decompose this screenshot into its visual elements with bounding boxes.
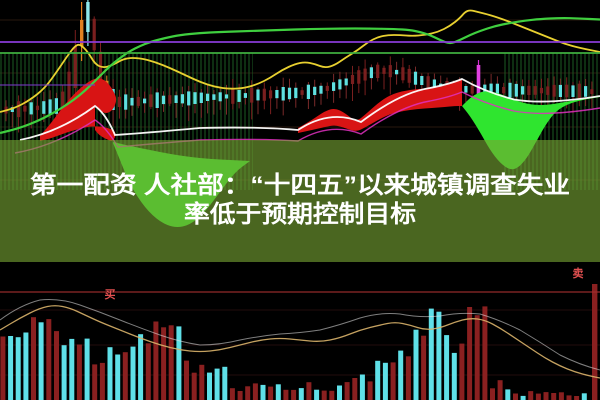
svg-text:卖: 卖: [573, 266, 584, 280]
svg-text:买: 买: [105, 288, 116, 301]
svg-text:第一配资 人社部：“十四五”以来城镇调查失业: 第一配资 人社部：“十四五”以来城镇调查失业: [30, 171, 570, 199]
svg-text:率低于预期控制目标: 率低于预期控制目标: [184, 200, 416, 228]
